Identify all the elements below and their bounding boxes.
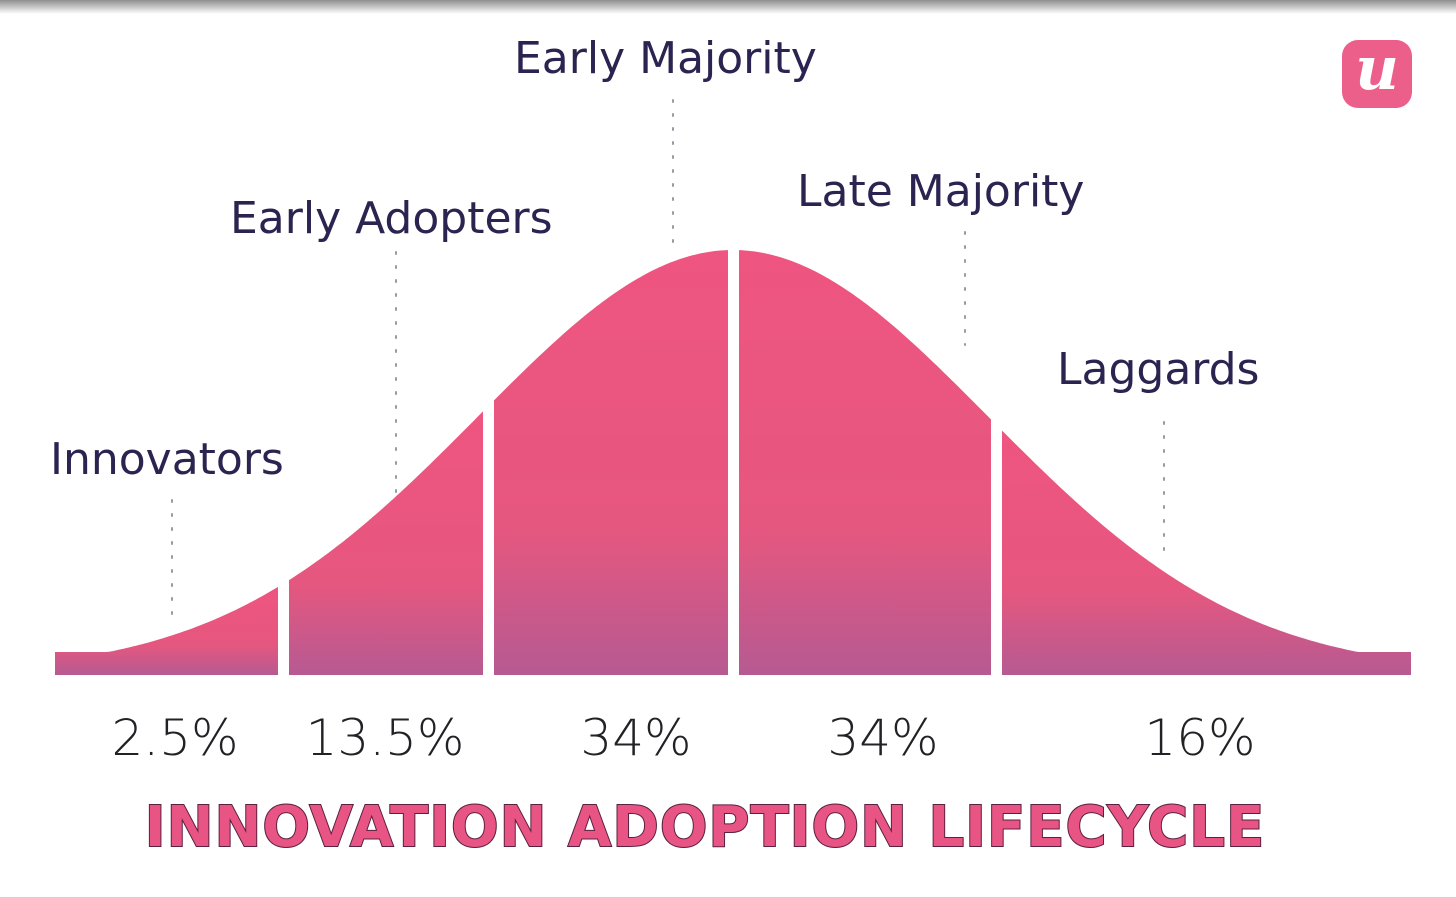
diagram-title: INNOVATION ADOPTION LIFECYCLE: [144, 795, 1266, 860]
label-innovators: Innovators: [50, 434, 284, 485]
top-shadow-bar: [0, 0, 1456, 14]
segment-early-majority: [494, 250, 728, 675]
label-late-majority: Late Majority: [797, 166, 1085, 217]
label-early-adopters: Early Adopters: [230, 193, 553, 244]
segment-laggards: [1002, 430, 1411, 675]
segment-innovators: [55, 586, 278, 675]
guide-lines: [171, 99, 1165, 621]
percent-early-adopters: 13.5%: [305, 709, 465, 767]
userpilot-logo-icon: u: [1342, 34, 1412, 108]
curve-segments: [55, 250, 1411, 675]
label-laggards: Laggards: [1057, 344, 1260, 395]
percent-innovators: 2.5%: [111, 709, 239, 767]
segment-early-adopters: [289, 411, 483, 675]
percent-laggards: 16%: [1144, 709, 1256, 767]
percent-early-majority: 34%: [580, 709, 692, 767]
label-early-majority: Early Majority: [514, 33, 817, 84]
logo-mark: u: [1355, 34, 1399, 104]
percent-late-majority: 34%: [827, 709, 939, 767]
segment-late-majority: [739, 250, 991, 675]
